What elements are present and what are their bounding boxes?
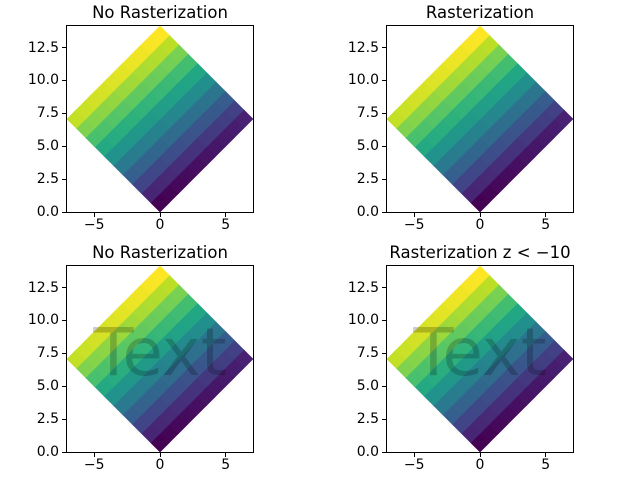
- y-tick-label: 5.0: [36, 378, 59, 395]
- y-tick-label: 2.5: [36, 171, 59, 188]
- x-tick-mark: [413, 213, 415, 217]
- y-tick-mark: [62, 178, 66, 180]
- y-tick-label: 7.5: [36, 105, 59, 122]
- y-tick-label: 7.5: [356, 345, 379, 362]
- x-tick-mark: [479, 453, 481, 457]
- subplot-top-right-rasterization: Rasterization −5 0 5 0.0 2.5 5.0 7.5 10.0 12.5: [320, 0, 640, 240]
- subplot-title: Rasterization: [425, 3, 535, 22]
- x-tick-mark: [159, 213, 161, 217]
- y-tick-label: 10.0: [347, 312, 379, 329]
- subplot-bottom-right-rasterization-zorder: Rasterization z < −10 Text −5 0 5 0.0 2.5 5.0…: [320, 240, 640, 480]
- y-tick-mark: [62, 47, 66, 49]
- x-tick-mark: [545, 453, 547, 457]
- y-tick-label: 10.0: [27, 72, 59, 89]
- x-tick-mark: [159, 453, 161, 457]
- plot-area: −5 0 5 0.0 2.5 5.0 7.5 10.0 12.5: [28, 25, 254, 233]
- mesh-cell: [470, 26, 490, 46]
- x-tick-label: 5: [541, 217, 551, 233]
- x-tick-label: 0: [155, 457, 165, 473]
- subplot-title: No Rasterization: [92, 3, 228, 22]
- y-tick-label: 2.5: [36, 411, 59, 428]
- pcolormesh-diamond: [67, 26, 253, 212]
- x-tick-label: −5: [403, 457, 425, 473]
- pcolormesh-diamond: [67, 266, 253, 452]
- y-tick-label: 2.5: [356, 411, 379, 428]
- y-tick-mark: [382, 112, 386, 114]
- y-tick-label: 10.0: [27, 312, 59, 329]
- x-tick-mark: [413, 453, 415, 457]
- y-tick-label: 5.0: [356, 138, 379, 155]
- y-tick-label: 7.5: [36, 345, 59, 362]
- y-tick-label: 12.5: [27, 279, 59, 296]
- y-tick-mark: [62, 112, 66, 114]
- plot-area: Text −5 0 5 0.0 2.5 5.0 7.5 10.0 12.5: [348, 265, 574, 473]
- y-tick-label: 5.0: [356, 378, 379, 395]
- y-tick-mark: [62, 418, 66, 420]
- x-tick-mark: [225, 453, 227, 457]
- y-tick-mark: [62, 352, 66, 354]
- pcolormesh-diamond: [387, 266, 573, 452]
- y-tick-mark: [382, 79, 386, 81]
- mesh-cell: [150, 26, 170, 46]
- x-tick-mark: [225, 213, 227, 217]
- y-tick-label: 0.0: [356, 444, 379, 460]
- x-tick-label: −5: [403, 217, 425, 233]
- x-tick-mark: [545, 213, 547, 217]
- y-tick-label: 0.0: [36, 444, 59, 460]
- x-tick-mark: [479, 213, 481, 217]
- x-tick-label: −5: [83, 457, 105, 473]
- x-tick-label: 5: [221, 217, 231, 233]
- y-tick-label: 0.0: [356, 204, 379, 220]
- y-tick-label: 2.5: [356, 171, 379, 188]
- x-tick-label: 5: [541, 457, 551, 473]
- subplot-title: Rasterization z < −10: [389, 243, 571, 262]
- x-tick-label: 0: [475, 457, 485, 473]
- y-tick-mark: [62, 451, 66, 453]
- subplot-title: No Rasterization: [92, 243, 228, 262]
- y-tick-mark: [382, 287, 386, 289]
- y-tick-mark: [62, 211, 66, 213]
- y-tick-mark: [382, 47, 386, 49]
- y-tick-label: 0.0: [36, 204, 59, 220]
- plot-area: −5 0 5 0.0 2.5 5.0 7.5 10.0 12.5: [348, 25, 574, 233]
- y-tick-mark: [62, 145, 66, 147]
- y-tick-mark: [382, 418, 386, 420]
- plot-area: Text −5 0 5 0.0 2.5 5.0 7.5 10.0 12.5: [28, 265, 254, 473]
- y-tick-mark: [382, 385, 386, 387]
- y-tick-label: 7.5: [356, 105, 379, 122]
- mesh-cell: [470, 266, 490, 286]
- y-tick-mark: [62, 79, 66, 81]
- y-tick-label: 12.5: [347, 279, 379, 296]
- pcolormesh-diamond: [387, 26, 573, 212]
- y-tick-label: 10.0: [347, 72, 379, 89]
- x-tick-mark: [93, 213, 95, 217]
- x-tick-label: 5: [221, 457, 231, 473]
- y-tick-mark: [382, 178, 386, 180]
- x-tick-label: −5: [83, 217, 105, 233]
- y-tick-mark: [62, 385, 66, 387]
- x-tick-label: 0: [475, 217, 485, 233]
- y-tick-mark: [382, 319, 386, 321]
- x-tick-mark: [93, 453, 95, 457]
- subplot-bottom-left-no-rasterization: No Rasterization Text −5 0 5 0.0 2.5 5.0 7.5 10…: [0, 240, 320, 480]
- y-tick-mark: [382, 145, 386, 147]
- x-tick-label: 0: [155, 217, 165, 233]
- y-tick-label: 12.5: [27, 39, 59, 56]
- y-tick-mark: [62, 319, 66, 321]
- y-tick-mark: [382, 352, 386, 354]
- y-tick-mark: [382, 451, 386, 453]
- y-tick-mark: [62, 287, 66, 289]
- y-tick-mark: [382, 211, 386, 213]
- mesh-cell: [150, 266, 170, 286]
- y-tick-label: 12.5: [347, 39, 379, 56]
- subplot-top-left-no-rasterization: No Rasterization −5 0 5 0.0 2.5 5.0 7.5 10.0 12.…: [0, 0, 320, 240]
- y-tick-label: 5.0: [36, 138, 59, 155]
